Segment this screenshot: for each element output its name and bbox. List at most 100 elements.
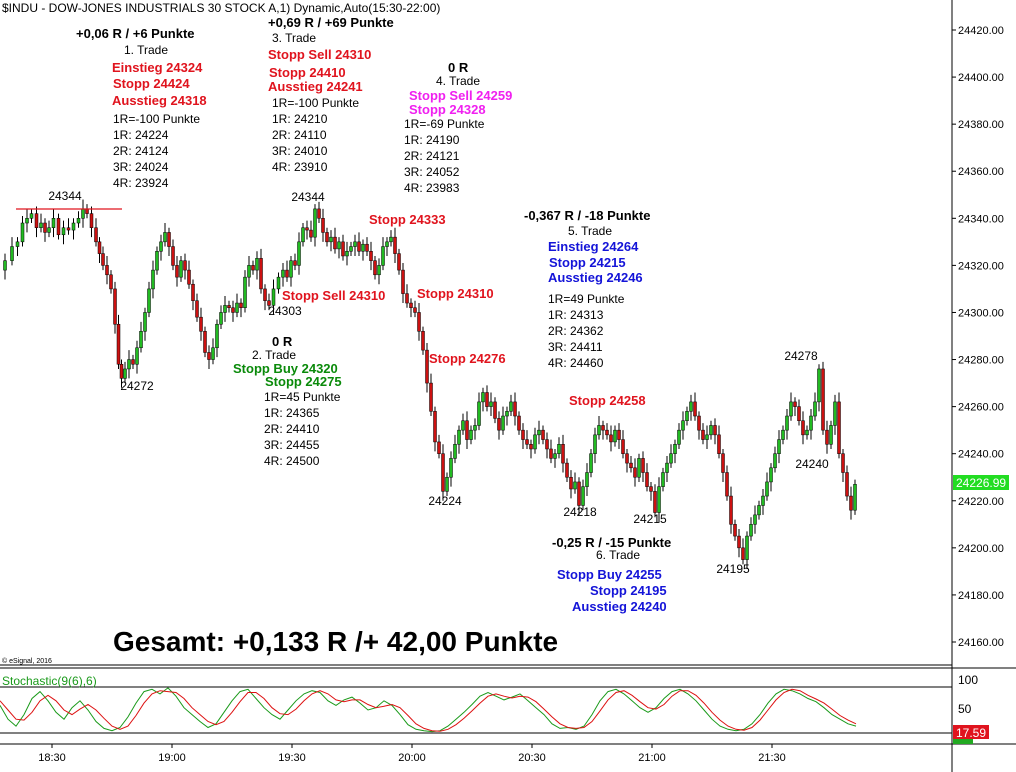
trade-annotation: 2. Trade — [252, 348, 296, 362]
candle-body — [437, 441, 441, 454]
candle-body — [329, 236, 333, 243]
candle-body — [749, 524, 753, 537]
trade-annotation: 2R: 24121 — [404, 149, 460, 163]
candle-body — [637, 458, 641, 478]
trade-annotation: 0 R — [448, 60, 469, 75]
candle-body — [537, 429, 541, 436]
candle-body — [267, 300, 271, 306]
candle-body — [163, 232, 167, 243]
trade-annotation: +0,06 R / +6 Punkte — [76, 26, 195, 41]
y-tick-label: 24360.00 — [958, 166, 1004, 178]
candles — [3, 199, 857, 570]
candle-body — [717, 434, 721, 454]
candle-body — [143, 312, 147, 332]
candle-body — [207, 352, 211, 360]
stoch-tick-100: 100 — [958, 673, 978, 687]
y-tick-label: 24160.00 — [958, 637, 1004, 649]
candle-body — [333, 236, 337, 250]
trade-annotation: 1R=45 Punkte — [264, 390, 341, 404]
candle-body — [661, 472, 665, 487]
swing-label: 24195 — [716, 562, 750, 576]
y-tick-label: 24260.00 — [958, 402, 1004, 414]
swing-labels: 24344 24272 24344 24303 24224 24218 24215 24195… — [48, 189, 829, 576]
candle-body — [461, 420, 465, 431]
x-tick-label: 20:00 — [398, 752, 426, 764]
trade-annotation: 3R: 24052 — [404, 165, 460, 179]
candle-body — [251, 265, 255, 271]
candle-body — [397, 253, 401, 271]
trade-annotation: 4R: 23910 — [272, 160, 328, 174]
stoch-tick-50: 50 — [958, 702, 972, 716]
candle-body — [581, 486, 585, 506]
candle-body — [276, 276, 281, 290]
candle-body — [235, 302, 239, 313]
trade-annotation: 1R=-69 Punkte — [404, 117, 485, 131]
y-tick-label: 24300.00 — [958, 307, 1004, 319]
trade-annotation: 1R=-100 Punkte — [272, 96, 359, 110]
trade-annotation: 1R=49 Punkte — [548, 292, 625, 306]
trade-annotation: Stopp Buy 24320 — [233, 361, 338, 376]
candle-body — [89, 213, 94, 228]
trade-annotation: 4R: 23983 — [404, 181, 460, 195]
candle-body — [501, 415, 505, 431]
trade-annotation: Stopp 24310 — [417, 286, 494, 301]
candle-body — [541, 429, 545, 440]
y-tick-label: 24340.00 — [958, 213, 1004, 225]
candle-body — [757, 505, 761, 516]
candle-body — [61, 227, 66, 236]
candle-body — [497, 418, 501, 431]
trade-annotation: 1R: 24190 — [404, 133, 460, 147]
swing-label: 24224 — [428, 494, 462, 508]
candle-body — [521, 429, 525, 440]
candle-body — [813, 401, 817, 417]
candle-body — [20, 222, 25, 243]
candle-body — [609, 434, 613, 443]
candle-body — [401, 269, 405, 294]
candle-body — [853, 484, 857, 511]
candle-body — [135, 347, 139, 365]
candle-body — [525, 439, 529, 445]
candle-body — [665, 462, 669, 473]
trade-annotation: 1R: 24210 — [272, 112, 328, 126]
candle-body — [425, 349, 429, 384]
candle-body — [341, 241, 345, 257]
trade-annotation: Stopp 24424 — [113, 76, 190, 91]
candle-body — [377, 265, 381, 276]
candle-body — [101, 253, 105, 266]
candle-body — [673, 444, 677, 454]
x-tick-label: 21:30 — [758, 752, 786, 764]
candle-body — [629, 462, 633, 469]
candle-body — [533, 434, 537, 450]
candle-body — [753, 514, 757, 525]
candle-body — [769, 467, 773, 483]
candle-body — [789, 401, 793, 417]
trade-annotation: 1R: 24224 — [113, 128, 169, 142]
candle-body — [373, 260, 377, 276]
swing-label: 24278 — [784, 349, 818, 363]
candle-body — [589, 453, 593, 473]
trade-annotation: Einstieg 24324 — [112, 60, 203, 75]
candle-body — [453, 444, 457, 459]
candle-body — [561, 444, 565, 464]
candle-body — [833, 401, 837, 426]
trade-annotation: Stopp 24258 — [569, 393, 646, 408]
candle-body — [529, 444, 533, 450]
candle-body — [773, 453, 777, 469]
swing-label: 24344 — [48, 189, 82, 203]
candle-body — [227, 305, 231, 309]
candle-body — [81, 208, 85, 219]
y-tick-label: 24320.00 — [958, 260, 1004, 272]
candle-body — [513, 401, 517, 417]
candle-body — [705, 434, 709, 440]
stoch-label: Stochastic(9(6),6) — [2, 674, 97, 688]
candle-body — [585, 472, 589, 487]
candle-body — [305, 227, 309, 231]
candle-body — [693, 401, 697, 417]
chart-title: $INDU - DOW-JONES INDUSTRIALS 30 STOCK A… — [2, 1, 440, 15]
candle-body — [195, 300, 199, 318]
candle-body — [345, 251, 349, 257]
candle-body — [171, 246, 175, 266]
x-tick-label: 19:00 — [158, 752, 186, 764]
candle-body — [127, 359, 131, 370]
